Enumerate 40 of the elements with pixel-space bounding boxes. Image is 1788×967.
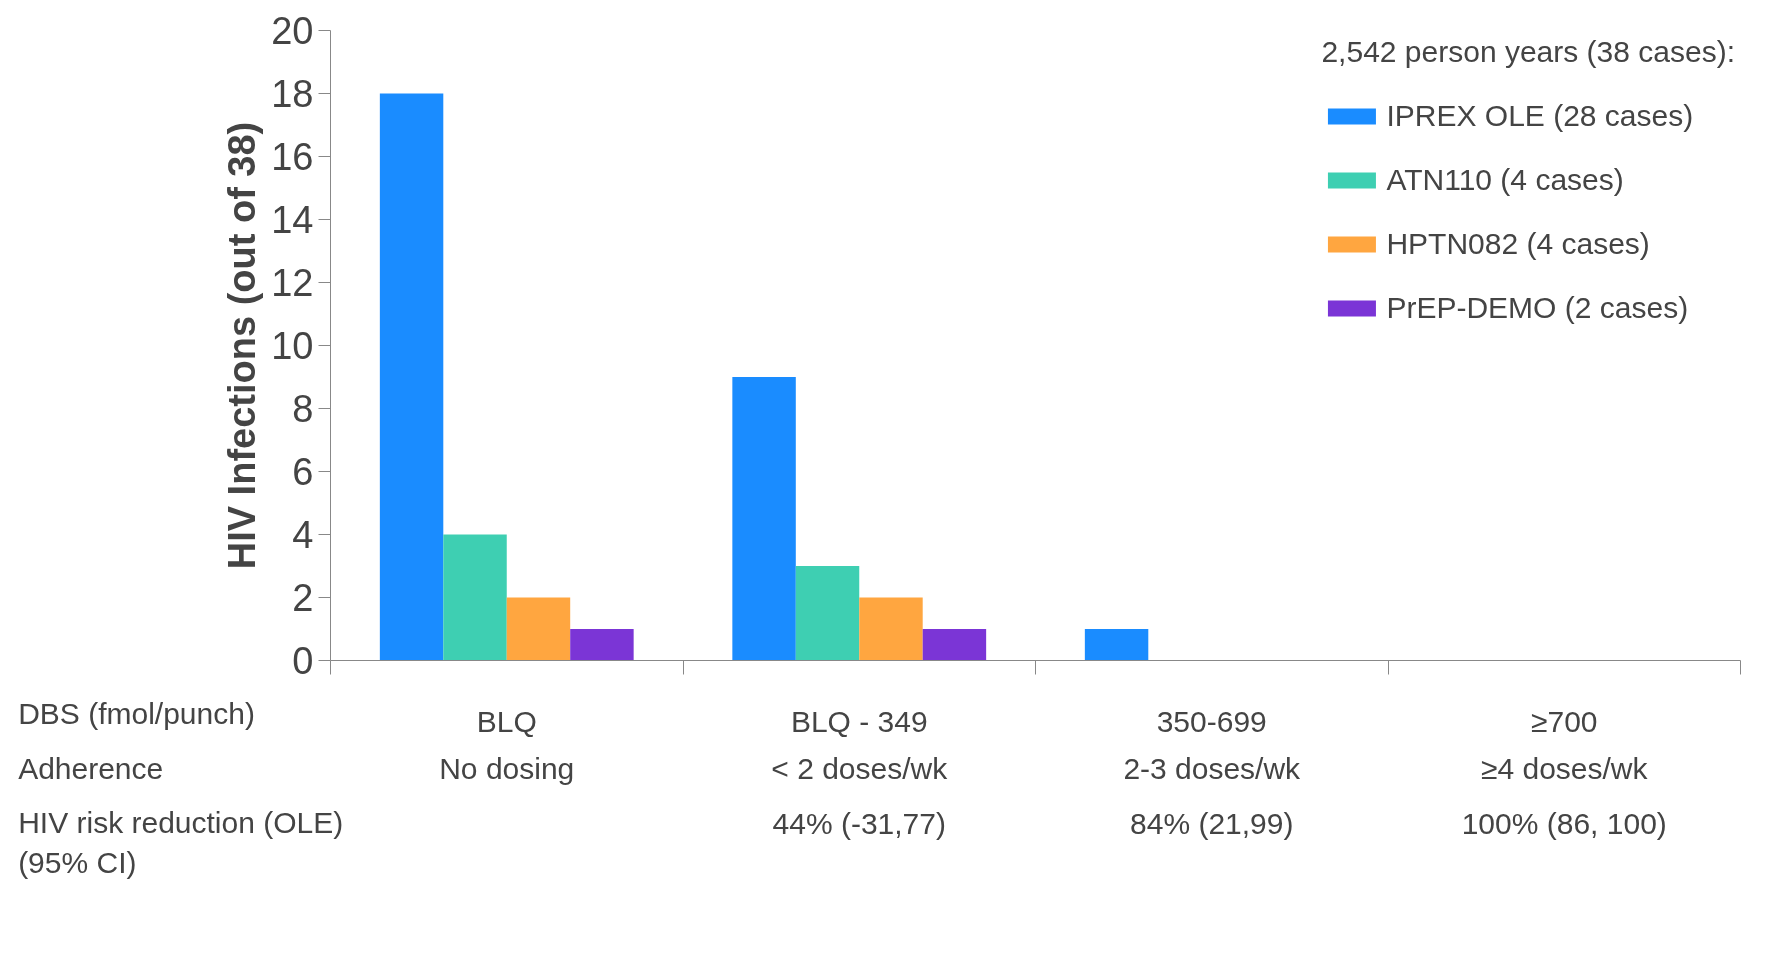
x-tick-label: BLQ - 349 (790, 704, 928, 738)
bar (859, 597, 923, 661)
y-tick-label: 2 (292, 577, 314, 619)
y-tick-label: 14 (271, 199, 314, 241)
y-axis-title: HIV Infections (out of 38) (221, 121, 264, 570)
text: 100% (86, 100) (1461, 806, 1667, 840)
bar (732, 377, 796, 661)
y-tick-label: 6 (292, 451, 314, 493)
text: No dosing (439, 751, 575, 785)
bar (922, 629, 987, 661)
bar (506, 597, 571, 661)
text: ≥4 doses/wk (1480, 751, 1649, 785)
legend-label: IPREX OLE (28 cases) (1386, 99, 1694, 133)
y-tick-label: 10 (271, 325, 314, 367)
text: 84% (21,99) (1130, 806, 1294, 840)
text: 2-3 doses/wk (1123, 751, 1302, 785)
y-tick-label: 0 (292, 640, 314, 682)
y-tick-label: 8 (292, 388, 314, 430)
text: < 2 doses/wk (771, 751, 949, 785)
bar (570, 629, 634, 661)
y-tick-label: 16 (271, 136, 314, 178)
x-tick-label: 350-699 (1156, 704, 1267, 738)
text: 44% (-31,77) (772, 806, 946, 840)
bar (1084, 629, 1149, 661)
x-tick-label: ≥700 (1530, 704, 1598, 738)
text: DBS (fmol/punch) (18, 696, 255, 730)
y-tick-label: 12 (271, 262, 314, 304)
y-tick-label: 20 (271, 10, 314, 52)
legend-label: PrEP-DEMO (2 cases) (1386, 291, 1689, 325)
legend-label: HPTN082 (4 cases) (1386, 227, 1650, 261)
y-tick-label: 18 (271, 73, 314, 115)
text: Adherence (18, 751, 164, 785)
legend-title: 2,542 person years (38 cases): (1321, 35, 1735, 69)
bar (795, 566, 860, 661)
bar (443, 534, 507, 661)
y-tick-label: 4 (292, 514, 314, 556)
x-tick-label: BLQ (476, 704, 537, 738)
legend-label: ATN110 (4 cases) (1386, 163, 1624, 197)
bar (379, 93, 444, 661)
text: HIV risk reduction (OLE) (95% CI) (18, 806, 344, 879)
